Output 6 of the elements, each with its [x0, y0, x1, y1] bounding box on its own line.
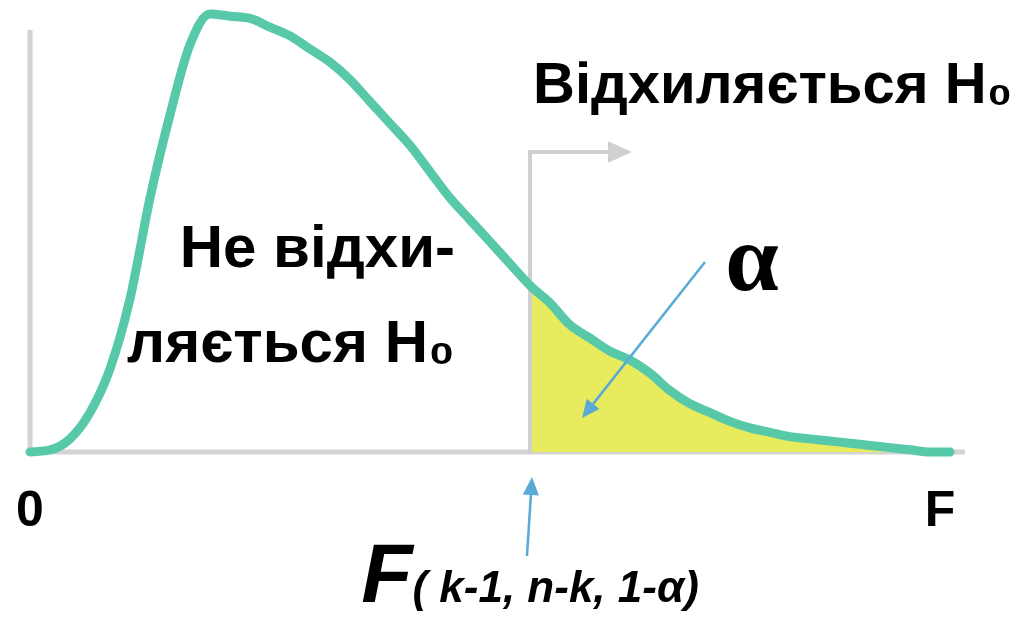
annotation: Не відхи- ляється H₀ [127, 213, 455, 375]
x-axis-title: F [924, 481, 956, 537]
ref-line-label: Відхиляється H₀ [533, 50, 1013, 115]
x-tick-label: 0 [16, 481, 44, 537]
annotation: α [725, 204, 779, 311]
x-tick-label: F( k-1, n-k, 1-α) [361, 526, 699, 619]
